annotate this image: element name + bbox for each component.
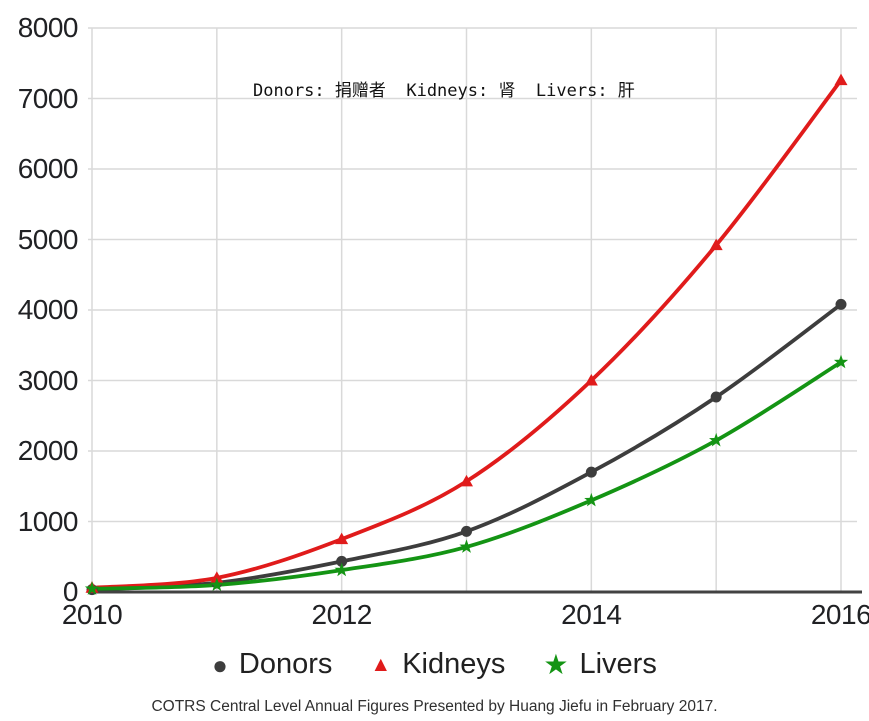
x-tick-label: 2016 [810,599,869,630]
legend-label: Kidneys [402,648,506,680]
y-tick-label: 2000 [17,435,79,466]
data-point-donors [835,298,847,310]
legend-label: Donors [238,648,333,680]
data-point-kidneys [584,374,598,386]
data-point-donors [585,466,597,478]
data-point-livers [334,562,349,577]
data-point-kidneys [210,571,224,583]
chart-caption: COTRS Central Level Annual Figures Prese… [151,698,718,715]
y-tick-label: 0 [62,576,79,607]
data-point-livers [209,577,224,591]
series-translation-annotation: Donors: 捐赠者 Kidneys: 肾 Livers: 肝 [253,81,635,101]
y-tick-label: 7000 [17,82,79,114]
triangle-marker-icon: ▲ [370,653,392,676]
star-marker-icon: ★ [543,648,569,680]
data-point-donors [710,391,722,403]
data-point-kidneys [460,474,473,487]
plot-area [84,27,862,596]
data-point-livers [833,354,849,369]
data-point-livers [84,581,100,595]
data-point-donors [336,555,348,567]
y-axis-labels: 0 1000 2000 3000 4000 5000 6000 7000 8000 [0,0,80,655]
legend-item-livers: ★ Livers [543,648,656,681]
x-tick-label: 2010 [61,599,123,630]
y-tick-label: 3000 [17,364,79,396]
y-tick-label: 5000 [17,223,79,255]
y-tick-label: 1000 [17,505,79,537]
data-point-livers [584,492,599,507]
legend-item-donors: ● Donors [212,648,332,681]
chart-legend: ● Donors ▲ Kidneys ★ Livers [0,648,869,681]
y-tick-label: 4000 [17,294,79,325]
legend-label: Livers [579,648,657,680]
legend-item-kidneys: ▲ Kidneys [370,648,505,681]
data-point-kidneys [834,73,848,86]
x-axis-labels: 2010 2012 2014 2016 [61,599,869,630]
y-tick-label: 8000 [17,12,79,43]
data-point-livers [709,432,724,447]
data-point-livers [459,539,474,553]
x-tick-label: 2012 [311,599,373,630]
data-point-donors [461,525,472,537]
data-point-kidneys [709,238,723,251]
x-tick-label: 2014 [561,599,622,630]
circle-marker-icon: ● [212,649,228,680]
y-tick-label: 6000 [17,153,79,184]
data-point-kidneys [335,532,349,545]
